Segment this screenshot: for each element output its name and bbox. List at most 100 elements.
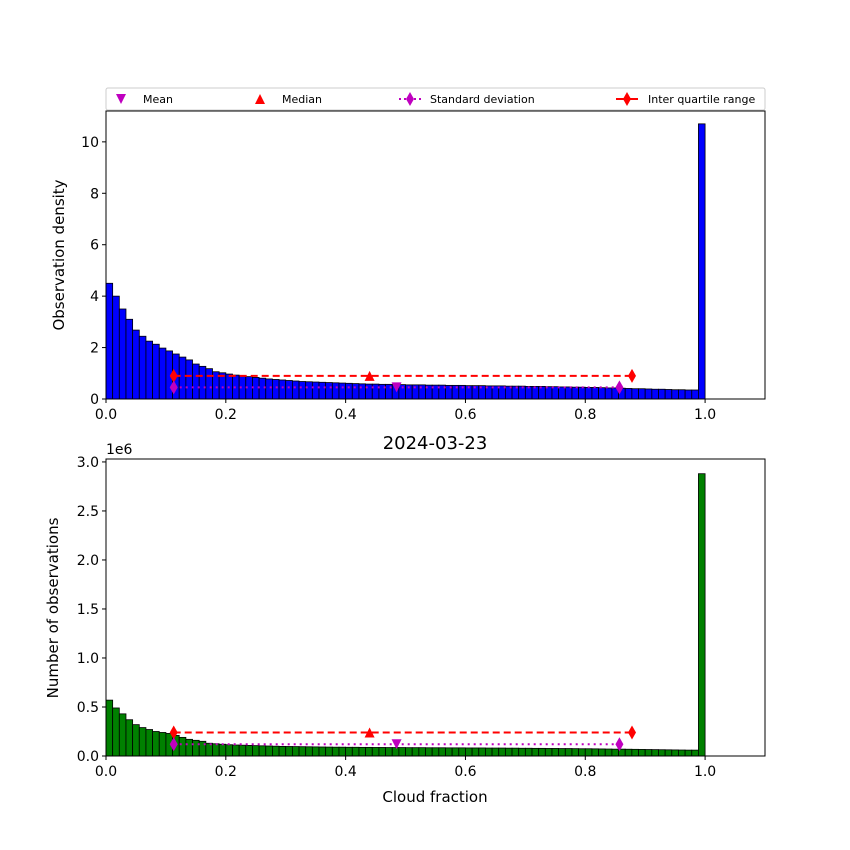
x-tick-label: 1.0 — [694, 764, 716, 780]
histogram-bar — [638, 388, 646, 400]
histogram-bar — [671, 749, 679, 757]
histogram-bar — [624, 388, 633, 400]
histogram-bar — [551, 386, 560, 400]
histogram-bar — [305, 381, 313, 400]
histogram-bar — [698, 473, 706, 757]
histogram-bar — [431, 747, 440, 757]
histogram-bar — [311, 381, 320, 400]
histogram-bar — [644, 388, 653, 400]
mean-marker — [391, 739, 402, 750]
histogram-bar — [551, 748, 560, 757]
histogram-bar — [544, 748, 553, 757]
histogram-bar — [571, 748, 580, 757]
histogram-bar — [591, 748, 599, 757]
histogram-bar — [644, 749, 653, 757]
legend-label: Standard deviation — [430, 93, 535, 106]
histogram-bar — [491, 747, 500, 757]
histogram-bar — [152, 343, 160, 400]
bottom-axes-title: 2024-03-23 — [383, 433, 488, 454]
histogram-bar — [145, 729, 153, 757]
legend: Mean Median Standard deviation Inter qua… — [105, 87, 766, 111]
histogram-bar — [451, 384, 460, 400]
histogram-bar — [451, 747, 460, 757]
std-marker — [169, 380, 178, 395]
histogram-bar — [604, 748, 613, 757]
histogram-bar — [658, 388, 666, 400]
histogram-bar — [418, 747, 426, 757]
histogram-bar — [365, 383, 373, 400]
histogram-bar — [538, 385, 546, 400]
histogram-bar — [198, 365, 207, 400]
histogram-bar — [698, 123, 706, 400]
y-tick-label: 0 — [90, 392, 99, 408]
y-tick-label: 0.0 — [77, 749, 99, 765]
std-marker — [615, 737, 624, 752]
bottom-x-axis-label: Cloud fraction — [382, 788, 487, 806]
axes-frame — [105, 458, 766, 757]
histogram-bar — [651, 749, 659, 757]
histogram-bar — [584, 387, 593, 400]
x-tick-label: 0.2 — [215, 407, 237, 423]
histogram-bar — [272, 745, 280, 757]
legend-item-median: Median — [255, 93, 322, 106]
histogram-bar — [258, 745, 267, 757]
histogram-bar — [678, 749, 686, 757]
histogram-bar — [125, 318, 134, 400]
std-marker — [615, 380, 624, 395]
histogram-bar — [285, 746, 293, 757]
legend-item-mean: Mean — [116, 93, 173, 106]
histogram-bar — [138, 727, 147, 757]
histogram-bar — [278, 745, 287, 757]
histogram-bar — [511, 747, 520, 757]
diamond-icon — [623, 92, 631, 106]
median-marker — [364, 370, 375, 381]
y-tick-label: 0.5 — [77, 700, 99, 716]
histogram-bar — [265, 745, 273, 757]
histogram-bar — [225, 744, 233, 757]
histogram-bar — [345, 382, 353, 400]
histogram-bar — [178, 736, 187, 757]
x-tick-label: 0.2 — [215, 764, 237, 780]
histogram-bar — [311, 746, 320, 757]
histogram-bar — [658, 749, 666, 757]
y-tick-label: 8 — [90, 186, 99, 202]
legend-frame — [105, 87, 766, 111]
histogram-bar — [205, 368, 213, 400]
histogram-bar — [544, 386, 553, 400]
top-density-axes: 0.0 0.2 0.4 0.6 0.8 1.0 0 2 4 6 8 10 — [81, 110, 766, 423]
histogram-bar — [378, 747, 386, 757]
histogram-bar — [564, 386, 573, 400]
iqr-marker — [628, 725, 637, 740]
legend-label: Median — [282, 93, 322, 106]
histogram-bar — [291, 380, 300, 400]
x-tick-label: 0.8 — [574, 407, 596, 423]
histogram-bar — [631, 748, 639, 757]
histogram-bar — [278, 379, 287, 400]
triangle-up-icon — [255, 94, 265, 104]
histogram-bar — [465, 747, 473, 757]
histogram-bar — [498, 747, 506, 757]
x-tick-label: 0.0 — [95, 407, 117, 423]
histogram-bar — [138, 335, 147, 400]
histogram-bar — [604, 387, 613, 400]
iqr-marker — [169, 725, 178, 740]
histogram-bar — [664, 749, 673, 757]
histogram-bar — [331, 382, 340, 400]
x-tick-label: 0.4 — [335, 407, 357, 423]
bottom-count-axes: 0.0 0.2 0.4 0.6 0.8 1.0 0.0 0.5 1.0 1.5 2.0 2.5 3.0 — [77, 455, 766, 780]
histogram-bar — [105, 699, 114, 757]
y-tick-label: 6 — [90, 238, 99, 254]
bottom-y-axis-label: Number of observations — [44, 517, 62, 698]
histogram-bar — [298, 381, 307, 400]
histogram-bar — [578, 748, 586, 757]
y-tick-label: 2.5 — [77, 504, 99, 520]
histogram-bar — [232, 744, 240, 757]
histogram-bar — [691, 749, 699, 757]
histogram-bar — [611, 748, 619, 757]
legend-label: Inter quartile range — [648, 93, 755, 106]
histogram-bar — [338, 382, 347, 400]
axes-frame — [105, 110, 766, 400]
histogram-bar — [458, 747, 466, 757]
histogram-bar — [358, 746, 367, 757]
histogram-bar — [158, 347, 167, 400]
